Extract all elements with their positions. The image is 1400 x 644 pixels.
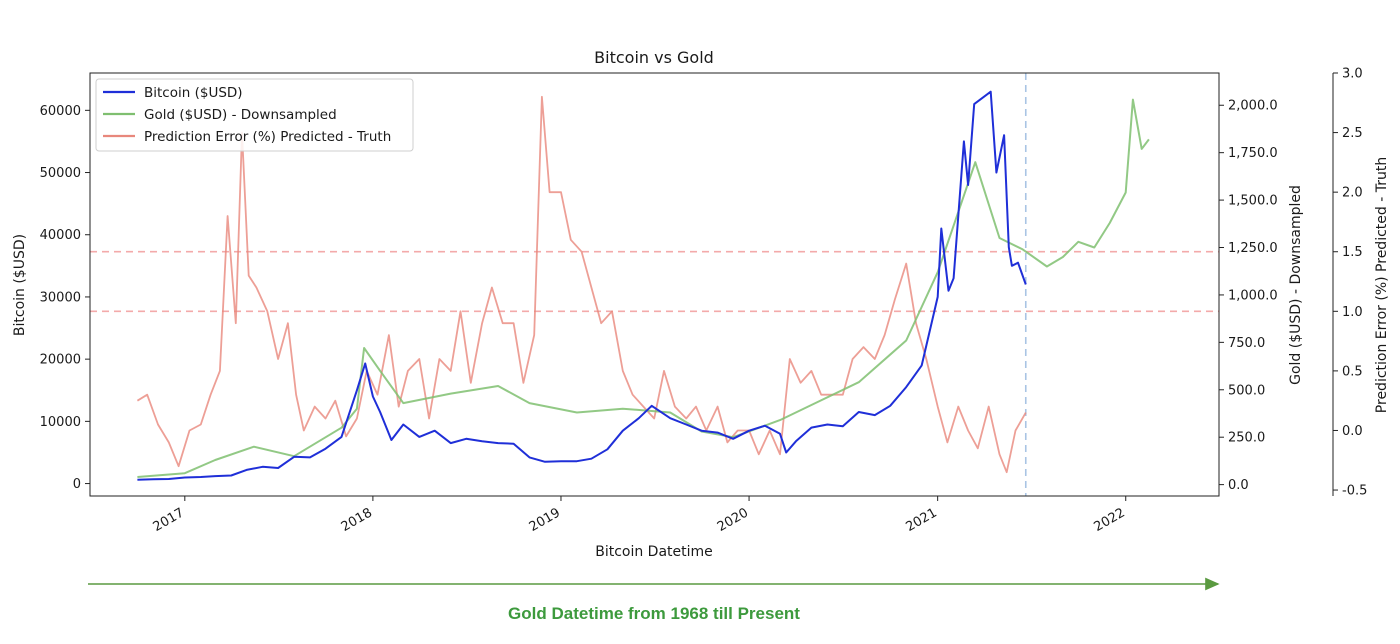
gold-tick-label: 1,000.0 [1228, 288, 1278, 303]
gold-timeline-caption: Gold Datetime from 1968 till Present [508, 604, 800, 623]
gold-tick-label: 250.0 [1228, 431, 1265, 446]
legend-label-error: Prediction Error (%) Predicted - Truth [144, 129, 391, 145]
gold-axis: 0.0 250.0 500.0 750.0 1,000.0 1,250.0 1,500.0 1… [1219, 99, 1278, 493]
gold-tick-label: 750.0 [1228, 336, 1265, 351]
legend-label-bitcoin: Bitcoin ($USD) [144, 85, 243, 101]
y-tick-label: 30000 [40, 290, 81, 305]
y-tick-label: 10000 [40, 415, 81, 430]
series-line-bitcoin [137, 90, 1027, 481]
chart-title: Bitcoin vs Gold [594, 48, 714, 67]
legend: Bitcoin ($USD) Gold ($USD) - Downsampled… [95, 78, 414, 152]
x-tick-label: 2022 [1092, 505, 1128, 535]
gold-tick-label: 1,500.0 [1228, 194, 1278, 209]
series-layer [136, 90, 1150, 481]
x-tick-label: 2021 [903, 505, 939, 535]
plot-frame [89, 72, 1220, 497]
y-tick-label: 0 [73, 477, 81, 492]
series-line-prediction-error [136, 95, 1027, 474]
error-tick-label: 0.5 [1342, 364, 1363, 379]
reference-lines [90, 73, 1219, 496]
error-tick-label: 3.0 [1342, 67, 1363, 82]
gold-tick-label: 2,000.0 [1228, 99, 1278, 114]
x-tick-label: 2018 [339, 505, 375, 535]
x-axis-label: Bitcoin Datetime [595, 544, 713, 560]
x-axis: 2017 2018 2019 2020 2021 2022 [151, 496, 1128, 535]
gold-tick-label: 0.0 [1228, 478, 1249, 493]
gold-tick-label: 500.0 [1228, 383, 1265, 398]
bitcoin-axis: 0 10000 20000 30000 40000 50000 60000 [40, 104, 90, 492]
error-axis: -0.5 0.0 0.5 1.0 1.5 2.0 2.5 3.0 [1333, 67, 1367, 499]
x-tick-label: 2019 [527, 505, 563, 535]
error-tick-label: 0.0 [1342, 424, 1363, 439]
x-tick-label: 2017 [151, 505, 187, 535]
y-tick-label: 40000 [40, 228, 81, 243]
x-tick-label: 2020 [715, 505, 751, 535]
gold-tick-label: 1,250.0 [1228, 241, 1278, 256]
legend-box [95, 78, 414, 152]
legend-label-gold: Gold ($USD) - Downsampled [144, 107, 337, 123]
series-line-gold [137, 98, 1150, 478]
y-tick-label: 60000 [40, 104, 81, 119]
error-tick-label: 2.5 [1342, 126, 1363, 141]
y-tick-label: 20000 [40, 353, 81, 368]
error-tick-label: 2.0 [1342, 186, 1363, 201]
error-tick-label: 1.0 [1342, 305, 1363, 320]
error-tick-label: 1.5 [1342, 245, 1363, 260]
y-tick-label: 50000 [40, 166, 81, 181]
bitcoin-axis-label: Bitcoin ($USD) [12, 234, 28, 336]
error-tick-label: -0.5 [1342, 484, 1367, 499]
gold-axis-label: Gold ($USD) - Downsampled [1288, 185, 1304, 385]
gold-tick-label: 1,750.0 [1228, 146, 1278, 161]
error-axis-label: Prediction Error (%) Predicted - Truth [1374, 157, 1390, 413]
